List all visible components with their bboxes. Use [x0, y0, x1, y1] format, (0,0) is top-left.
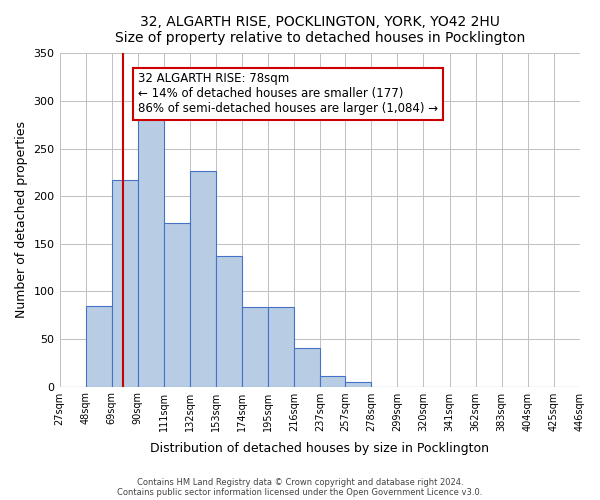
Bar — [268, 306, 295, 386]
Bar — [138, 118, 164, 386]
Bar — [112, 180, 138, 386]
Bar — [345, 382, 371, 386]
Bar — [86, 306, 112, 386]
X-axis label: Distribution of detached houses by size in Pocklington: Distribution of detached houses by size … — [150, 442, 489, 455]
Bar — [164, 223, 190, 386]
Text: Contains HM Land Registry data © Crown copyright and database right 2024.
Contai: Contains HM Land Registry data © Crown c… — [118, 478, 482, 497]
Text: 32 ALGARTH RISE: 78sqm
← 14% of detached houses are smaller (177)
86% of semi-de: 32 ALGARTH RISE: 78sqm ← 14% of detached… — [138, 72, 438, 116]
Bar — [320, 376, 345, 386]
Bar — [295, 348, 320, 387]
Bar — [190, 172, 216, 386]
Y-axis label: Number of detached properties: Number of detached properties — [15, 122, 28, 318]
Bar — [242, 306, 268, 386]
Title: 32, ALGARTH RISE, POCKLINGTON, YORK, YO42 2HU
Size of property relative to detac: 32, ALGARTH RISE, POCKLINGTON, YORK, YO4… — [115, 15, 525, 45]
Bar — [216, 256, 242, 386]
